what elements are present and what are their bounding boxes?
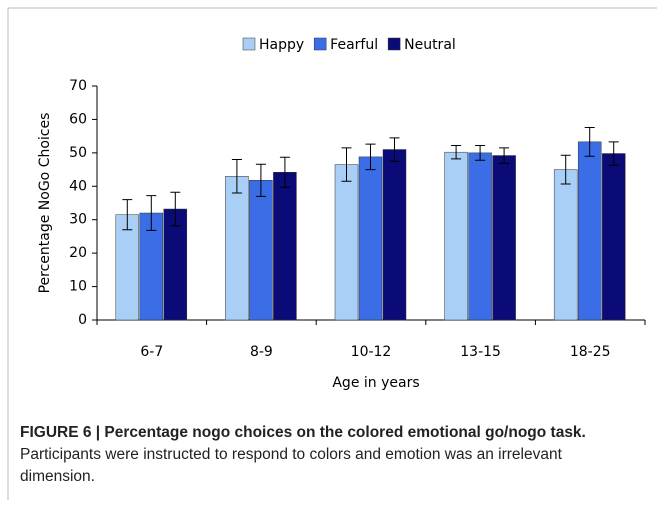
x-tick-label: 18-25 (570, 344, 611, 360)
bar (468, 152, 492, 321)
y-tick-label: 60 (69, 111, 87, 127)
error-bar (341, 147, 352, 182)
error-bar (475, 145, 486, 161)
error-bar (170, 191, 181, 227)
bar (225, 176, 249, 321)
bar (249, 180, 273, 321)
bar (601, 153, 626, 321)
bar (115, 214, 140, 321)
legend-swatch (242, 37, 256, 51)
error-bar (499, 147, 510, 164)
bar (444, 151, 468, 321)
y-tick-label: 30 (69, 212, 87, 228)
legend-swatch (313, 37, 327, 51)
error-bar (608, 141, 619, 166)
legend-label: Neutral (404, 37, 456, 53)
bar (273, 171, 297, 321)
y-tick-label: 0 (78, 312, 87, 328)
caption-title: FIGURE 6 | Percentage nogo choices on th… (20, 424, 586, 441)
bar (492, 155, 516, 321)
y-tick-label: 70 (69, 78, 87, 94)
x-axis-label: Age in years (332, 375, 419, 391)
error-bar (231, 159, 242, 194)
error-bar (560, 154, 571, 185)
y-tick-label: 20 (69, 245, 87, 261)
bar (577, 141, 602, 321)
y-tick-label: 50 (69, 145, 87, 161)
error-bar (584, 126, 595, 157)
error-bar (451, 145, 462, 160)
bar (358, 156, 383, 321)
error-bar (146, 195, 157, 231)
legend-label: Happy (259, 37, 304, 53)
caption-text: Participants were instructed to respond … (20, 446, 562, 485)
x-tick-label: 8-9 (250, 344, 273, 360)
legend-label: Fearful (330, 37, 378, 53)
error-bar (279, 156, 290, 188)
x-tick-label: 6-7 (140, 344, 163, 360)
y-axis-label: Percentage NoGo Choices (37, 113, 53, 294)
bar (334, 164, 359, 321)
bar (553, 169, 578, 321)
y-tick-label: 10 (69, 279, 87, 295)
error-bar (365, 143, 376, 171)
error-bar (255, 163, 266, 197)
x-tick-label: 10-12 (351, 344, 392, 360)
legend-swatch (387, 37, 401, 51)
y-tick-label: 40 (69, 178, 87, 194)
caption: FIGURE 6 | Percentage nogo choices on th… (20, 422, 640, 488)
error-bar (389, 137, 400, 162)
error-bar (122, 199, 133, 231)
bar (382, 149, 407, 321)
x-tick-label: 13-15 (460, 344, 501, 360)
